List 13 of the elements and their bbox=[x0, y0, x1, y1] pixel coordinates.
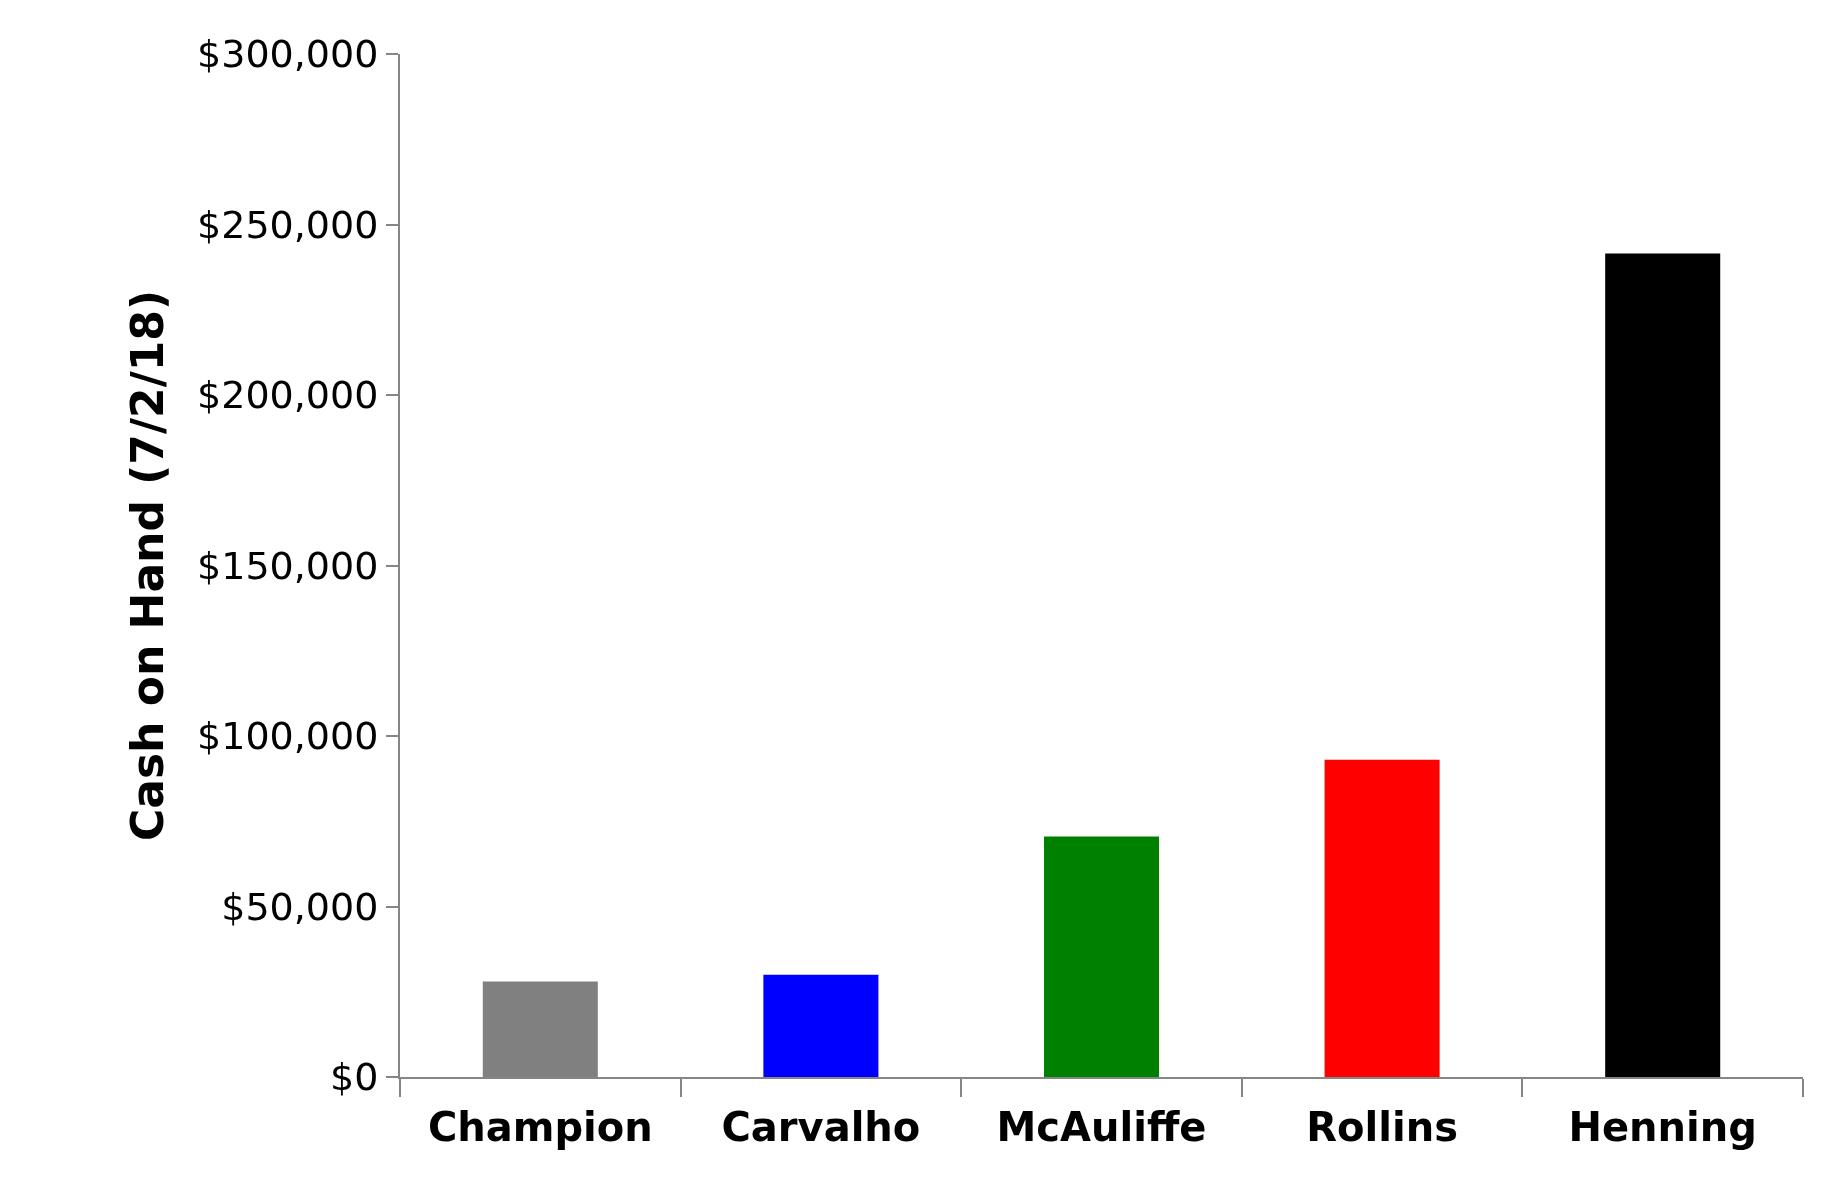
x-tick-label: Carvalho bbox=[721, 1104, 921, 1150]
y-tick-label: $200,000 bbox=[197, 373, 379, 418]
y-axis-title: Cash on Hand (7/2/18) bbox=[121, 289, 173, 842]
y-tick-label: $300,000 bbox=[197, 32, 379, 77]
y-tick-label: $100,000 bbox=[197, 714, 379, 759]
x-tick-label: McAuliffe bbox=[996, 1104, 1207, 1150]
x-tick-label: Champion bbox=[427, 1104, 653, 1150]
y-tick-label: $150,000 bbox=[197, 543, 379, 588]
x-tick-label: Rollins bbox=[1306, 1104, 1458, 1150]
x-tick-label: Henning bbox=[1568, 1104, 1757, 1150]
y-tick-label: $50,000 bbox=[221, 884, 379, 929]
y-tick-label: $0 bbox=[330, 1055, 379, 1100]
y-tick-label: $250,000 bbox=[197, 202, 379, 247]
